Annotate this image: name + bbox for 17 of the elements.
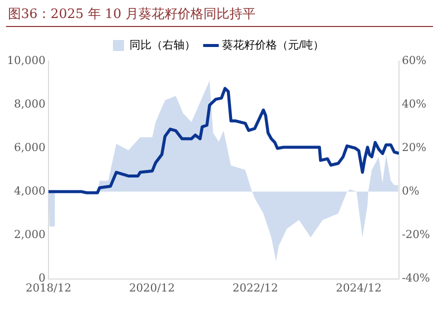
x-tick-label: 2022/12 [232, 281, 278, 294]
chart-title: 图36：2025 年 10 月葵花籽价格同比持平 [8, 6, 256, 23]
y-tick-label: 6,000 [14, 140, 46, 154]
x-tick-label: 2024/12 [336, 281, 382, 294]
y2-tick-label: 60% [402, 54, 426, 67]
y-tick-label: 10,000 [6, 54, 46, 67]
x-tick-label: 2020/12 [129, 281, 175, 294]
y-tick-label: 4,000 [14, 184, 46, 198]
y2-tick-label: 0% [402, 184, 420, 198]
y-tick-label: 8,000 [14, 97, 46, 110]
y2-tick-label: 20% [402, 140, 426, 154]
y-tick-label: 2,000 [14, 228, 46, 242]
y2-tick-label: -20% [402, 228, 430, 242]
legend-label: 同比（右轴） [129, 38, 196, 52]
y2-tick-label: 40% [402, 97, 426, 110]
y2-tick-label: -40% [402, 272, 430, 285]
legend-label: 葵花籽价格（元/吨） [222, 38, 324, 52]
